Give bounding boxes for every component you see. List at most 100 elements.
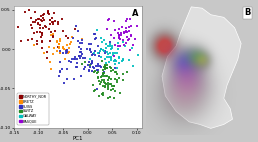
Point — [74, 25, 78, 27]
Point — [111, 52, 115, 54]
Point — [131, 44, 135, 46]
Point — [108, 45, 112, 47]
Point — [51, 35, 55, 37]
Legend: NORTHY_NOR, BRETZ, SUISS, SWITZ, GALWAY, BASQUE: NORTHY_NOR, BRETZ, SUISS, SWITZ, GALWAY,… — [17, 93, 49, 125]
Point — [102, 58, 107, 60]
Point — [117, 92, 122, 94]
Point — [46, 12, 50, 14]
Point — [58, 51, 62, 54]
Point — [105, 75, 109, 77]
Point — [129, 34, 133, 36]
Point — [67, 47, 71, 50]
Point — [99, 66, 103, 68]
Point — [126, 26, 131, 28]
Point — [82, 68, 86, 70]
Point — [35, 43, 39, 45]
Point — [106, 82, 110, 84]
Point — [113, 71, 117, 73]
Point — [29, 24, 33, 26]
Point — [65, 49, 69, 51]
Point — [115, 79, 119, 81]
Point — [124, 30, 128, 33]
Point — [116, 34, 120, 36]
Point — [110, 85, 114, 87]
Point — [100, 75, 104, 78]
Point — [60, 18, 64, 21]
Point — [102, 79, 106, 82]
Point — [38, 15, 43, 18]
Point — [79, 55, 83, 57]
Point — [109, 83, 113, 85]
Point — [23, 11, 27, 13]
Point — [97, 80, 101, 82]
Point — [52, 12, 56, 14]
Point — [118, 45, 122, 47]
Point — [101, 93, 105, 96]
Point — [95, 88, 99, 90]
Point — [110, 45, 115, 48]
Point — [77, 55, 81, 57]
Point — [40, 20, 44, 22]
Point — [100, 79, 104, 81]
X-axis label: PC1: PC1 — [73, 136, 83, 141]
Point — [125, 36, 129, 38]
Point — [120, 26, 124, 28]
Point — [72, 78, 76, 80]
Point — [103, 64, 107, 66]
Point — [57, 43, 61, 45]
Point — [93, 32, 97, 35]
Point — [92, 71, 96, 73]
Point — [107, 17, 111, 20]
Point — [76, 40, 80, 42]
Point — [71, 37, 75, 39]
Point — [57, 75, 61, 77]
Point — [31, 21, 35, 23]
Point — [108, 41, 112, 43]
Point — [103, 65, 107, 67]
Point — [26, 39, 30, 41]
Point — [88, 64, 92, 66]
Point — [99, 37, 103, 39]
Point — [117, 27, 122, 30]
Point — [99, 56, 103, 58]
Point — [117, 36, 121, 39]
Point — [106, 85, 110, 88]
Point — [51, 23, 55, 25]
Point — [76, 30, 80, 32]
Point — [93, 37, 97, 40]
Point — [102, 72, 106, 74]
Point — [87, 69, 91, 72]
Point — [49, 31, 53, 34]
Point — [39, 32, 44, 35]
Point — [74, 56, 78, 58]
Point — [99, 81, 103, 83]
Point — [31, 44, 36, 46]
Point — [103, 66, 107, 69]
Point — [48, 23, 52, 25]
Point — [104, 75, 108, 77]
Point — [102, 71, 107, 74]
Point — [112, 85, 116, 88]
Point — [127, 29, 131, 32]
Point — [77, 46, 81, 49]
Point — [108, 66, 112, 68]
Point — [126, 38, 131, 40]
Point — [106, 53, 110, 55]
Point — [90, 62, 94, 64]
Point — [61, 47, 65, 49]
Point — [32, 31, 36, 34]
Point — [113, 59, 117, 61]
Point — [53, 20, 57, 23]
Point — [124, 27, 128, 29]
Point — [79, 48, 83, 51]
Point — [88, 48, 92, 51]
Point — [72, 58, 76, 60]
Point — [121, 59, 125, 61]
Point — [111, 87, 115, 90]
Polygon shape — [162, 7, 241, 128]
Point — [131, 65, 135, 67]
Point — [35, 31, 39, 33]
Point — [45, 57, 49, 59]
Point — [113, 52, 117, 54]
Point — [135, 24, 139, 27]
